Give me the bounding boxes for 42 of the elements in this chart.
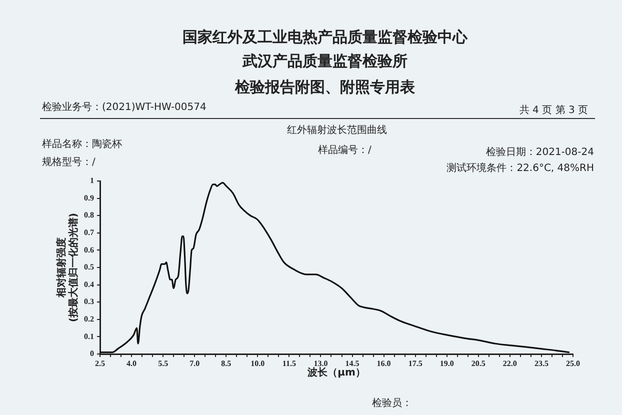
text: 检验日期：2021-08-24 bbox=[486, 147, 594, 158]
text: 共 4 页 第 3 页 bbox=[519, 105, 588, 116]
chart-title: 红外辐射波长范围曲线 bbox=[287, 125, 387, 136]
x-tick-label: 8.5 bbox=[221, 358, 232, 368]
x-tick-label: 4.0 bbox=[126, 358, 137, 368]
y-tick-label: 0.4 bbox=[84, 280, 94, 289]
x-tick-label: 14.5 bbox=[345, 358, 360, 368]
x-tick-label: 5.5 bbox=[158, 358, 168, 368]
x-tick-label: 11.5 bbox=[282, 358, 296, 368]
x-tick-label: 7.0 bbox=[190, 358, 200, 368]
x-tick-label: 20.5 bbox=[471, 358, 486, 368]
text: 检验业务号：(2021)WT-HW-00574 bbox=[42, 102, 206, 113]
y-tick-label: 1 bbox=[90, 176, 94, 186]
line-series bbox=[100, 182, 570, 354]
x-tick-label: 13.0 bbox=[314, 358, 328, 368]
text: 检验报告附图、附照专用表 bbox=[235, 78, 415, 96]
text: 武汉产品质量监督检验所 bbox=[242, 52, 408, 70]
x-tick-label: 17.5 bbox=[408, 358, 422, 368]
text: 样品编号：/ bbox=[318, 145, 372, 156]
x-tick-label: 23.5 bbox=[534, 358, 548, 368]
x-tick-label: 2.5 bbox=[95, 358, 105, 368]
x-axis-title: 波长（μm） bbox=[306, 366, 366, 379]
y-tick-label: 0.7 bbox=[84, 228, 94, 237]
y-tick-label: 0 bbox=[90, 349, 94, 358]
y-tick-label: 0.3 bbox=[84, 297, 94, 306]
text: 检验员： bbox=[372, 398, 412, 409]
y-tick-label: 0.8 bbox=[84, 210, 94, 220]
y-tick-label: 0.6 bbox=[84, 245, 94, 254]
y-tick-label: 0.1 bbox=[84, 332, 94, 341]
text: 测试环境条件：22.6°C, 48%RH bbox=[446, 163, 594, 174]
x-tick-label: 16.0 bbox=[376, 358, 391, 368]
y-tick-label: 0.9 bbox=[84, 193, 94, 202]
x-tick-label: 19.0 bbox=[440, 358, 454, 368]
text: 样品名称：陶瓷杯 bbox=[42, 139, 122, 150]
text: 国家红外及工业电热产品质量监督检验中心 bbox=[182, 28, 468, 46]
text: 规格型号：/ bbox=[42, 157, 96, 168]
x-tick-label: 25.0 bbox=[566, 358, 580, 368]
y-axis-title: 相对辐射强度 (按最大值归一化的光谱) bbox=[56, 212, 80, 322]
y-tick-label: 0.5 bbox=[84, 262, 94, 272]
x-tick-label: 22.0 bbox=[502, 358, 517, 368]
x-tick-label: 10.0 bbox=[250, 358, 265, 368]
y-tick-label: 0.2 bbox=[84, 314, 94, 324]
